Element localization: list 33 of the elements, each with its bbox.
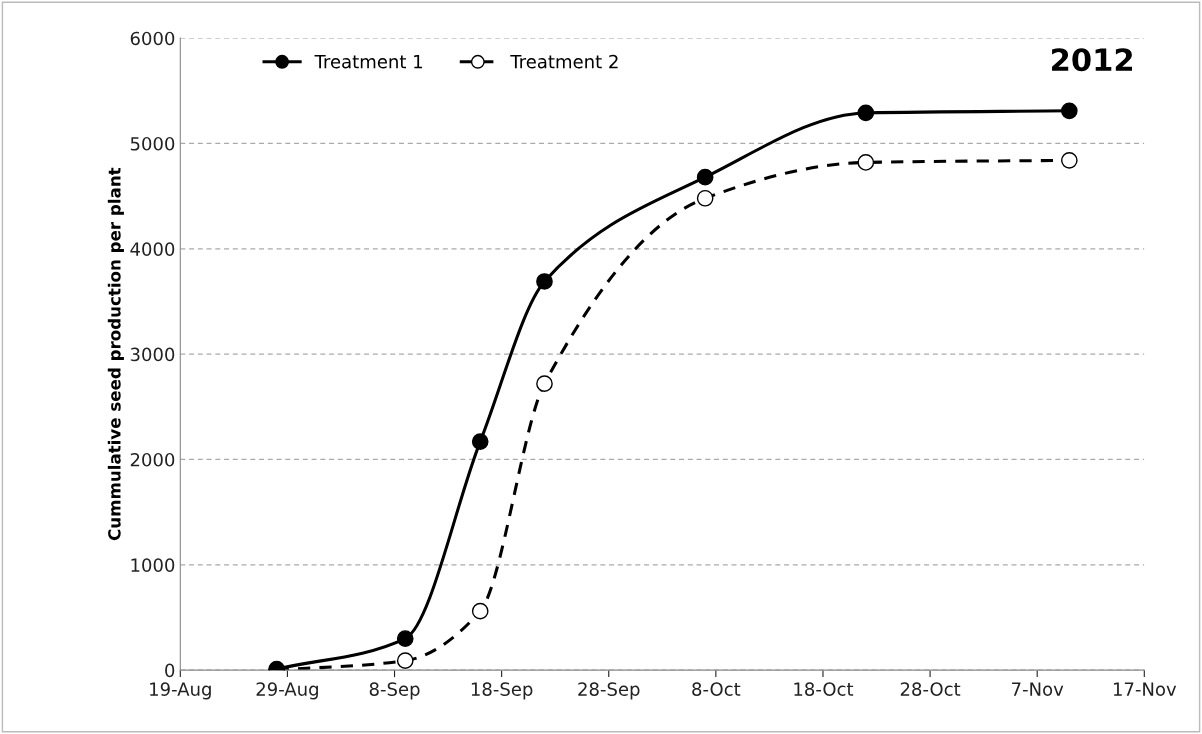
y-tick-label: 2000 [130,452,175,467]
x-tick-label: 19-Aug [150,682,211,700]
x-tick-label: 7-Nov [1012,682,1064,696]
legend-label: Treatment 1 [314,54,422,69]
annotation: 2012 [1052,48,1133,72]
point [396,652,414,669]
point [696,189,714,207]
x-tick-label: 29-Aug [256,682,318,700]
point [471,433,489,450]
point [471,602,489,620]
x-tick-label: 28-Sep [578,682,640,700]
point [857,154,875,171]
x-tick-label: 17-Nov [1113,682,1177,696]
x-tick-label: 8-Oct [692,682,741,696]
y-tick-label: 5000 [130,136,175,151]
x-tick-label: 28-Oct [900,682,961,696]
y-tick-label: 3000 [130,347,175,362]
point [1060,102,1078,120]
point [696,168,714,186]
y-tick-label: 1000 [131,558,175,572]
y-axis-title: Cummulative seed production per plant [107,167,124,541]
x-tick-label: 18-Oct [794,682,854,696]
point [536,375,553,392]
y-tick-label: 4000 [130,242,175,256]
y-tick-label: 0 [165,663,175,678]
y-tick-label: 6000 [130,31,175,46]
legend-label: Treatment 2 [510,54,618,69]
point [536,273,553,290]
point [1060,152,1078,169]
x-tick-label: 18-Sep [471,682,533,700]
point [857,104,875,122]
x-tick-label: 8-Sep [369,682,420,700]
point [396,630,414,647]
